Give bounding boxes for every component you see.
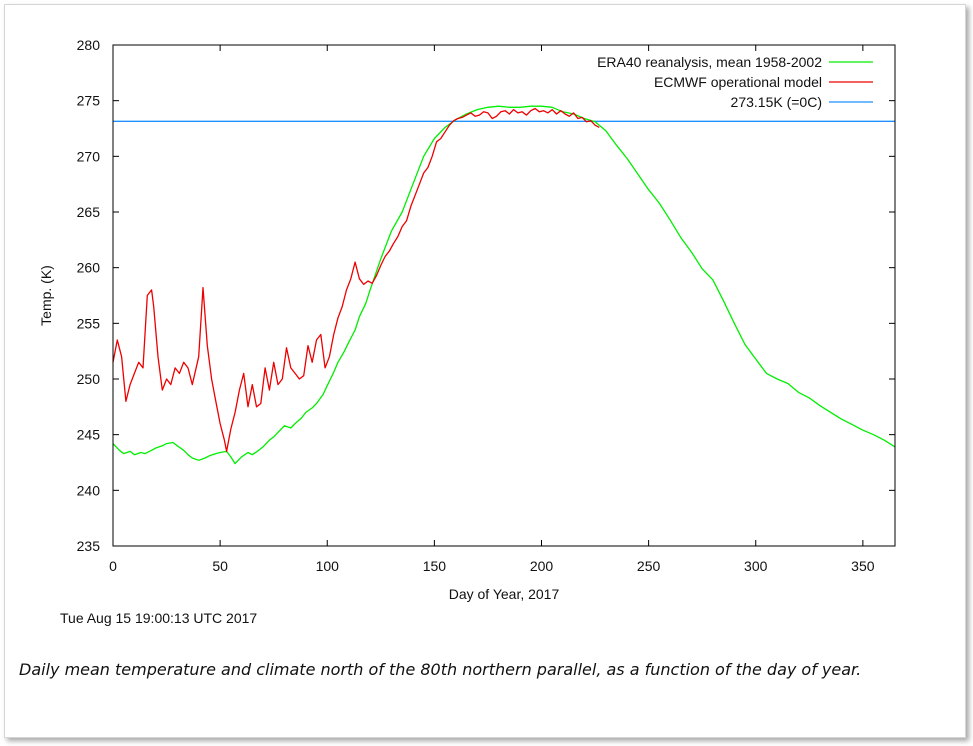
axes-group: 235 240 245 250 255 260 265 270 275 280 0 50 100 150 2… [77, 37, 896, 574]
y-tick-label: 275 [77, 93, 101, 109]
temperature-chart: 235 240 245 250 255 260 265 270 275 280 0 50 100 150 2… [38, 37, 896, 626]
x-axis-label: Day of Year, 2017 [449, 586, 560, 602]
y-tick-label: 265 [77, 204, 101, 220]
legend-label: ERA40 reanalysis, mean 1958-2002 [597, 54, 822, 70]
series-group [112, 105, 896, 465]
chart-frame: 235 240 245 250 255 260 265 270 275 280 0 50 100 150 2… [4, 4, 966, 738]
x-tick-label: 50 [212, 558, 228, 574]
x-tick-label: 250 [637, 558, 661, 574]
y-tick-label: 255 [77, 315, 101, 331]
x-tick-label: 300 [744, 558, 768, 574]
plot-border [112, 44, 896, 547]
x-tick-label: 350 [851, 558, 875, 574]
legend-label: 273.15K (=0C) [731, 94, 822, 110]
legend: ERA40 reanalysis, mean 1958-2002 ECMWF op… [597, 54, 873, 110]
x-tick-label: 150 [423, 558, 447, 574]
y-tick-label: 235 [77, 538, 101, 554]
legend-label: ECMWF operational model [654, 74, 822, 90]
y-tick-label: 280 [77, 37, 101, 53]
series-line-ecmwf-operational-model [112, 107, 600, 453]
figure-caption: Daily mean temperature and climate north… [19, 660, 862, 679]
timestamp-label: Tue Aug 15 19:00:13 UTC 2017 [60, 610, 257, 626]
y-tick-label: 250 [77, 371, 101, 387]
y-tick-label: 240 [77, 482, 101, 498]
x-tick-label: 0 [109, 558, 117, 574]
y-tick-label: 245 [77, 427, 101, 443]
y-axis-label: Temp. (K) [38, 265, 54, 326]
series-line-era40-reanalysis-mean-1958-2002 [112, 105, 896, 465]
x-tick-label: 200 [530, 558, 554, 574]
y-tick-label: 260 [77, 260, 101, 276]
x-tick-label: 100 [316, 558, 340, 574]
y-tick-label: 270 [77, 148, 101, 164]
